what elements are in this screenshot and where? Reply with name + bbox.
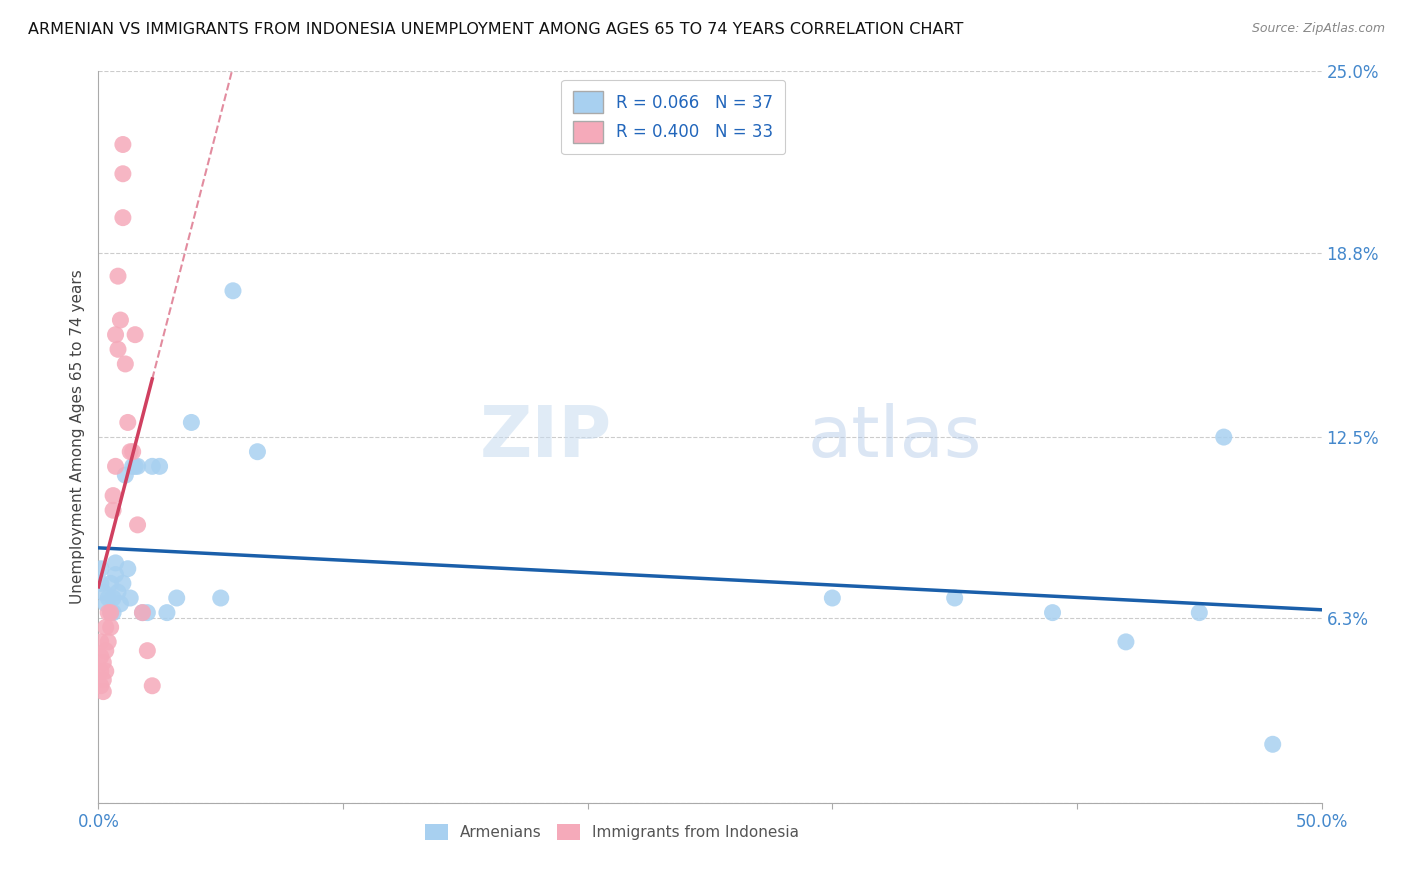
Point [141,459,163,474]
Point [943,591,966,605]
Point [114,357,136,371]
Point [104,459,127,474]
Point [1261,737,1284,751]
Point [104,567,127,582]
Point [1042,606,1064,620]
Point [110,313,132,327]
Point [111,211,134,225]
Point [104,327,127,342]
Point [1212,430,1234,444]
Point [90,576,112,591]
Point [101,591,124,605]
Point [141,679,163,693]
Point [121,459,143,474]
Point [1115,635,1137,649]
Point [90,635,112,649]
Text: atlas: atlas [808,402,983,472]
Point [127,517,149,532]
Point [136,606,159,620]
Point [121,444,143,458]
Point [91,684,114,698]
Point [127,459,149,474]
Point [180,416,202,430]
Point [97,591,120,605]
Point [97,606,120,620]
Point [156,606,179,620]
Point [90,562,112,576]
Point [114,468,136,483]
Point [222,284,245,298]
Point [117,562,139,576]
Point [117,416,139,430]
Text: ARMENIAN VS IMMIGRANTS FROM INDONESIA UNEMPLOYMENT AMONG AGES 65 TO 74 YEARS COR: ARMENIAN VS IMMIGRANTS FROM INDONESIA UN… [28,22,963,37]
Point [101,503,124,517]
Legend: Armenians, Immigrants from Indonesia: Armenians, Immigrants from Indonesia [419,818,806,847]
Point [90,679,112,693]
Point [94,597,117,611]
Y-axis label: Unemployment Among Ages 65 to 74 years: Unemployment Among Ages 65 to 74 years [69,269,84,605]
Point [124,327,146,342]
Point [107,585,129,599]
Text: ZIP: ZIP [479,402,612,472]
Point [91,673,114,687]
Point [149,459,172,474]
Point [131,606,153,620]
Point [104,556,127,570]
Point [101,606,124,620]
Point [90,664,112,678]
Point [94,664,117,678]
Point [1188,606,1211,620]
Point [100,606,122,620]
Point [90,649,112,664]
Point [94,620,117,634]
Text: Source: ZipAtlas.com: Source: ZipAtlas.com [1251,22,1385,36]
Point [91,585,114,599]
Point [107,343,129,357]
Point [100,620,122,634]
Point [120,591,142,605]
Point [136,643,159,657]
Point [124,459,146,474]
Point [131,606,153,620]
Point [111,137,134,152]
Point [120,444,142,458]
Point [246,444,269,458]
Point [94,643,117,657]
Point [100,606,122,620]
Point [97,635,120,649]
Point [166,591,188,605]
Point [821,591,844,605]
Point [100,576,122,591]
Point [209,591,232,605]
Point [110,597,132,611]
Point [111,167,134,181]
Point [107,269,129,284]
Point [111,576,134,591]
Point [91,656,114,670]
Point [101,489,124,503]
